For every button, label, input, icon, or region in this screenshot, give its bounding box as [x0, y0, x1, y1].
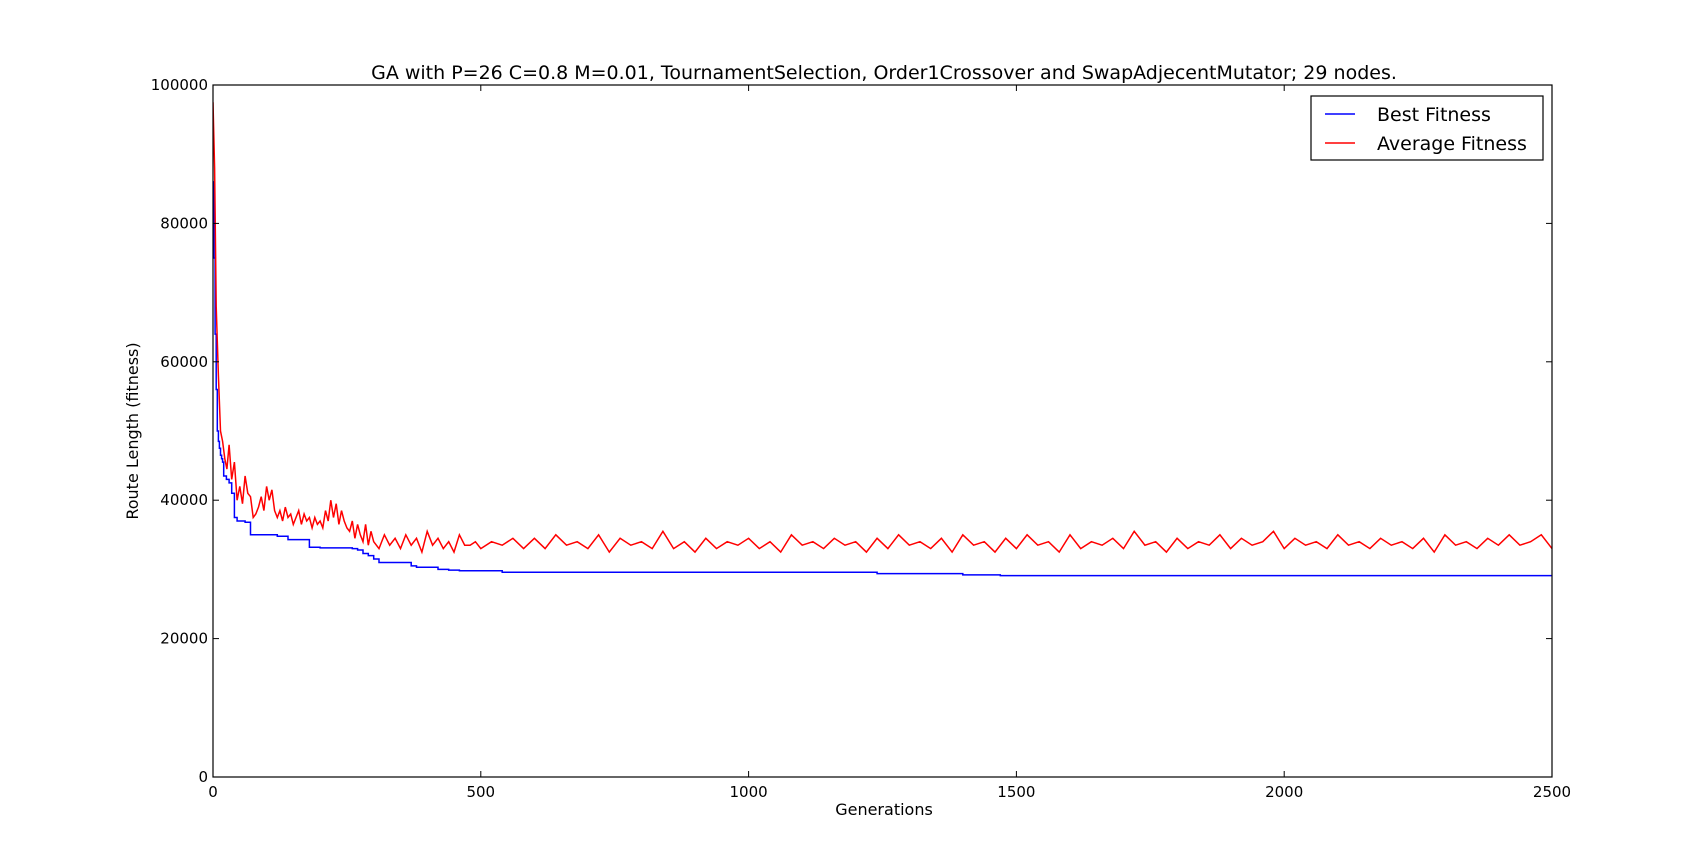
y-tick-label: 100000	[151, 76, 208, 94]
series-line-best-fitness	[213, 181, 1552, 577]
y-tick-label: 0	[198, 768, 208, 786]
x-tick-label: 0	[208, 783, 218, 801]
x-tick-label: 2000	[1265, 783, 1303, 801]
plot-frame	[212, 84, 1553, 778]
x-tick-label: 500	[466, 783, 495, 801]
legend-box	[1310, 95, 1544, 161]
y-axis-label: Route Length (fitness)	[123, 342, 142, 519]
legend-label: Average Fitness	[1377, 133, 1527, 155]
y-tick-label: 80000	[160, 214, 208, 232]
y-tick-label: 40000	[160, 491, 208, 509]
chart-title: GA with P=26 C=0.8 M=0.01, TournamentSel…	[371, 62, 1397, 84]
legend-label: Best Fitness	[1377, 104, 1491, 126]
y-tick-label: 20000	[160, 630, 208, 648]
x-axis-label: Generations	[835, 800, 933, 819]
x-tick-label: 2500	[1533, 783, 1571, 801]
legend: Best Fitness Average Fitness	[1310, 95, 1544, 161]
x-tick-label: 1500	[997, 783, 1035, 801]
y-tick-label: 60000	[160, 353, 208, 371]
x-tick-label: 1000	[730, 783, 768, 801]
series-line-average-fitness	[213, 102, 1552, 555]
